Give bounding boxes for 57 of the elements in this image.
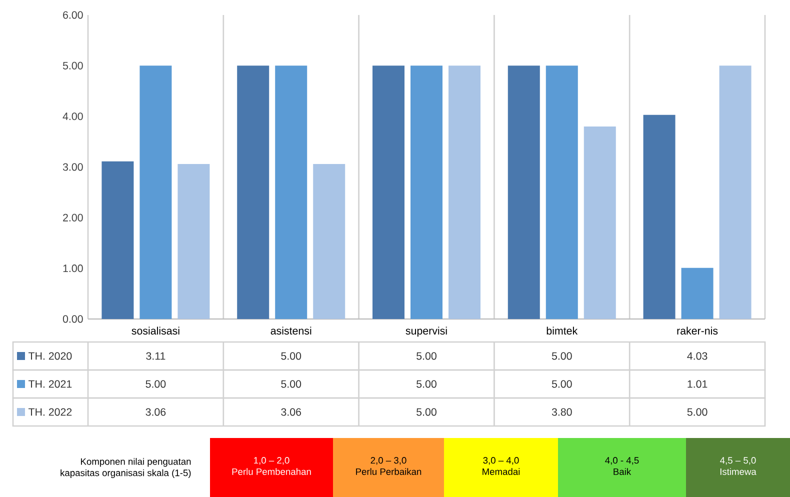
bar bbox=[237, 66, 270, 319]
text: Baik bbox=[614, 468, 632, 475]
bar bbox=[643, 114, 676, 319]
y-tick-label: 5.00 bbox=[62, 62, 83, 70]
text: kapasitas organisasi skala (1-5) bbox=[60, 469, 191, 478]
bar bbox=[372, 66, 404, 319]
x-tick-label: sosialisasi bbox=[132, 326, 180, 335]
y-tick-label: 4.00 bbox=[62, 112, 83, 120]
y-tick-label: 3.00 bbox=[62, 163, 83, 171]
data-label: 5.00 bbox=[281, 380, 302, 388]
data-label: 1.01 bbox=[688, 380, 708, 388]
text: 4,0 - 4,5 bbox=[605, 457, 639, 465]
bar bbox=[410, 66, 442, 319]
data-label: 5.00 bbox=[552, 352, 572, 360]
text: 3,0 – 4,0 bbox=[483, 457, 519, 465]
data-label: 5.00 bbox=[687, 408, 708, 416]
data-label: 5.00 bbox=[146, 380, 166, 388]
bar bbox=[275, 66, 308, 319]
bar bbox=[508, 66, 540, 319]
x-tick-label: raker-nis bbox=[677, 326, 718, 335]
y-tick-label: 1.00 bbox=[63, 264, 83, 272]
data-label: 3.11 bbox=[146, 352, 166, 360]
bar bbox=[140, 66, 172, 319]
data-label: 3.06 bbox=[281, 408, 302, 416]
x-tick-label: bimtek bbox=[546, 326, 578, 335]
data-label: 5.00 bbox=[416, 352, 436, 360]
text: 1,0 – 2,0 bbox=[254, 457, 290, 465]
text: 2,0 – 3,0 bbox=[370, 457, 406, 465]
data-label: 5.00 bbox=[416, 408, 436, 416]
bar bbox=[448, 66, 480, 319]
y-tick-label: 6.00 bbox=[63, 11, 83, 19]
text: Istimewa bbox=[720, 468, 756, 475]
data-label: 5.00 bbox=[416, 380, 436, 388]
y-tick-label: 0.00 bbox=[62, 315, 83, 323]
x-tick-label: asistensi bbox=[270, 326, 312, 335]
text: Memadai bbox=[482, 468, 520, 475]
x-tick-label: supervisi bbox=[406, 326, 447, 337]
legend-label: TH. 2021 bbox=[28, 380, 72, 388]
data-label: 5.00 bbox=[552, 380, 572, 388]
bar bbox=[313, 164, 346, 319]
bar bbox=[719, 66, 752, 319]
text: Komponen nilai penguatan bbox=[81, 458, 191, 467]
data-label: 4.03 bbox=[687, 352, 708, 360]
bar bbox=[546, 66, 578, 319]
text: Perlu Perbaikan bbox=[356, 468, 422, 475]
y-tick-label: 2.00 bbox=[63, 214, 83, 222]
data-label: 3.06 bbox=[146, 408, 166, 416]
bar bbox=[102, 161, 134, 319]
bar bbox=[584, 126, 616, 319]
legend-label: TH. 2020 bbox=[28, 352, 72, 360]
bar bbox=[178, 164, 210, 319]
bar bbox=[681, 268, 714, 319]
legend-label: TH. 2022 bbox=[28, 408, 72, 416]
text: Perlu Pembenahan bbox=[232, 468, 311, 475]
text: 4,5 – 5,0 bbox=[720, 457, 756, 465]
data-label: 5.00 bbox=[281, 352, 302, 360]
data-label: 3.80 bbox=[552, 408, 572, 416]
